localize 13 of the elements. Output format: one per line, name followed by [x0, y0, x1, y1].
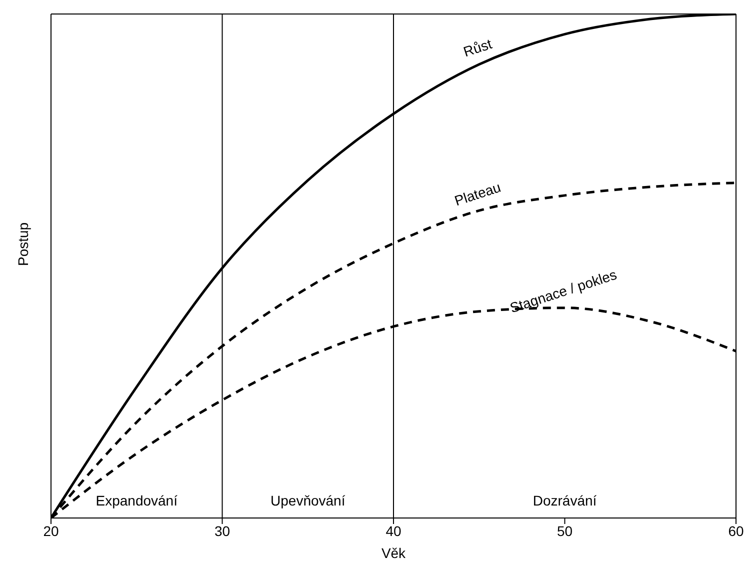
x-tick-label: 40 [386, 522, 402, 539]
x-axis-title: Věk [381, 545, 407, 561]
text: Růst [461, 36, 494, 60]
annotation: Dozrávání [532, 492, 597, 508]
x-tick-label: 20 [43, 522, 59, 539]
text: Stagnace / pokles [508, 266, 619, 316]
y-axis-title: Postup [14, 222, 31, 266]
x-tick-label: 30 [214, 522, 230, 539]
x-tick-label: 60 [728, 522, 744, 539]
x-tick-label: 50 [556, 522, 573, 539]
annotation: Expandování [96, 492, 178, 508]
text: Plateau [452, 178, 503, 209]
annotation: Upevňování [270, 492, 346, 508]
